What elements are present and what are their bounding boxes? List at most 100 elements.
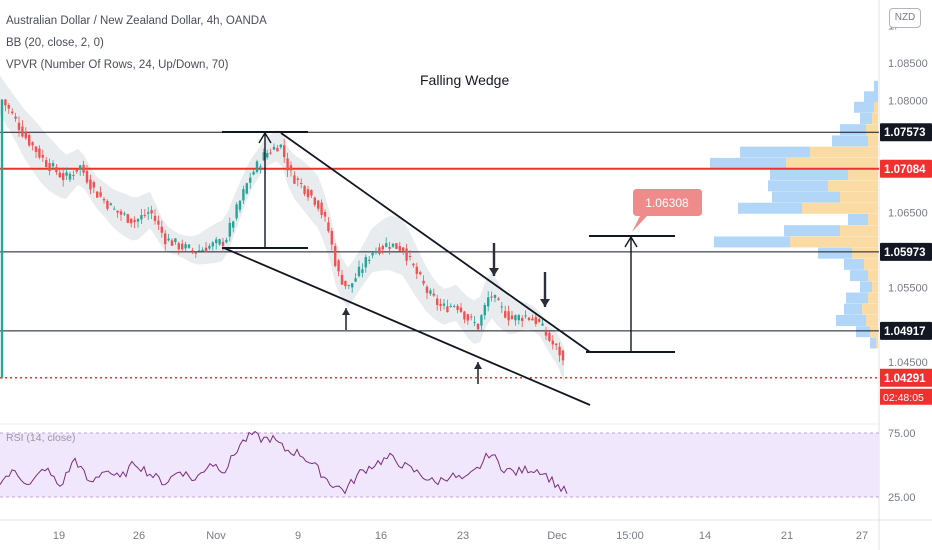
candle-body [283,145,286,158]
candle-body [544,330,548,336]
candle-body [487,297,490,307]
candle-body [11,111,14,114]
volume-profile-up-bar [844,258,864,270]
candle-body [347,284,350,286]
volume-profile-up-bar [850,270,868,282]
candle-body [221,241,225,247]
candle-body [306,189,310,198]
candle-body [14,116,17,119]
volume-profile-down-bar [810,146,878,158]
last-price-tag-label: 1.04291 [884,373,926,385]
candle-body [374,250,378,253]
candle-body [555,343,558,346]
down-arrow-2-head [540,299,550,307]
candle-body [208,245,211,249]
last-price-tag [880,368,932,387]
volume-profile-up-bar [860,281,872,293]
candle-body [85,170,89,183]
candle-body [123,213,126,215]
candle-body [425,286,429,293]
volume-profile-up-bar [870,337,876,349]
candle-body [17,122,21,131]
candle-body [466,314,469,321]
candle-body [436,298,439,305]
candle-body [507,311,510,321]
candle-body [68,173,72,180]
currency-button[interactable]: NZD [889,8,921,28]
candle-body [232,221,235,228]
candle-body [527,317,531,321]
candle-body [364,257,367,268]
candle-body [493,295,497,298]
volume-profile-up-bar [832,135,868,147]
candle-body [89,179,92,190]
candle-body [204,247,208,253]
candle-body [310,190,313,196]
volume-profile-down-bar [868,135,878,147]
candle-body [38,148,41,158]
volume-profile-down-bar [874,101,878,113]
volume-profile-up-bar [738,202,802,214]
candle-body [334,246,337,266]
candle-body [272,146,276,150]
candle-body [51,163,55,167]
candle-body [419,272,422,275]
candle-body [147,212,150,214]
candle-body [432,293,435,296]
candle-body [551,340,554,345]
rsi-indicator-label[interactable]: RSI (14, close) [6,432,76,444]
candle-body [143,214,146,216]
candle-body [228,222,231,237]
candle-body [45,160,48,168]
volume-profile-down-bar [876,337,878,349]
up-arrow-2-head [474,362,482,369]
candle-body [534,317,537,324]
candle-body [72,175,75,177]
candle-body [174,238,177,243]
candle-body [391,243,395,247]
candle-body [517,315,520,321]
candle-body [289,165,293,171]
bollinger-band [0,75,564,383]
candle-body [371,252,374,256]
candle-body [456,305,459,310]
pole-arrowhead [258,131,272,144]
candle-body [483,305,486,316]
candle-body [449,305,452,307]
volume-profile-up-bar [848,213,868,225]
y-tick-label: 1.05500 [888,282,928,294]
candle-body [7,105,10,109]
volume-profile-down-bar [868,270,878,282]
symbol-title[interactable]: Australian Dollar / New Zealand Dollar, … [6,15,267,27]
candle-body [510,315,514,320]
candle-body [242,189,245,201]
volume-profile-up-bar [860,112,872,124]
candle-body [412,263,415,266]
level-price-tag-label: 1.07084 [884,164,926,176]
candle-body [262,152,265,161]
candle-body [541,323,544,326]
bb-indicator-label[interactable]: BB (20, close, 2, 0) [6,37,104,49]
y-tick-label: 1.08500 [888,58,928,70]
volume-profile-down-bar [872,112,878,124]
candle-body [41,154,44,158]
volume-profile-up-bar [854,101,874,113]
volume-profile-down-bar [870,326,878,338]
candle-body [378,247,381,254]
candle-body [521,318,524,321]
candle-body [442,303,446,306]
x-tick-label: Dec [547,530,567,542]
candle-body [245,183,248,194]
candle-body [58,172,61,178]
candle-body [62,173,65,181]
candle-body [405,248,408,261]
volume-profile-up-bar [856,326,870,338]
level-price-tag [880,242,932,261]
candle-body [130,218,133,224]
candle-body [340,274,344,285]
volume-profile-down-bar [864,258,878,270]
candle-body [276,147,279,152]
vpvr-indicator-label[interactable]: VPVR (Number Of Rows, 24, Up/Down, 70) [6,59,229,71]
candle-body [470,316,473,318]
